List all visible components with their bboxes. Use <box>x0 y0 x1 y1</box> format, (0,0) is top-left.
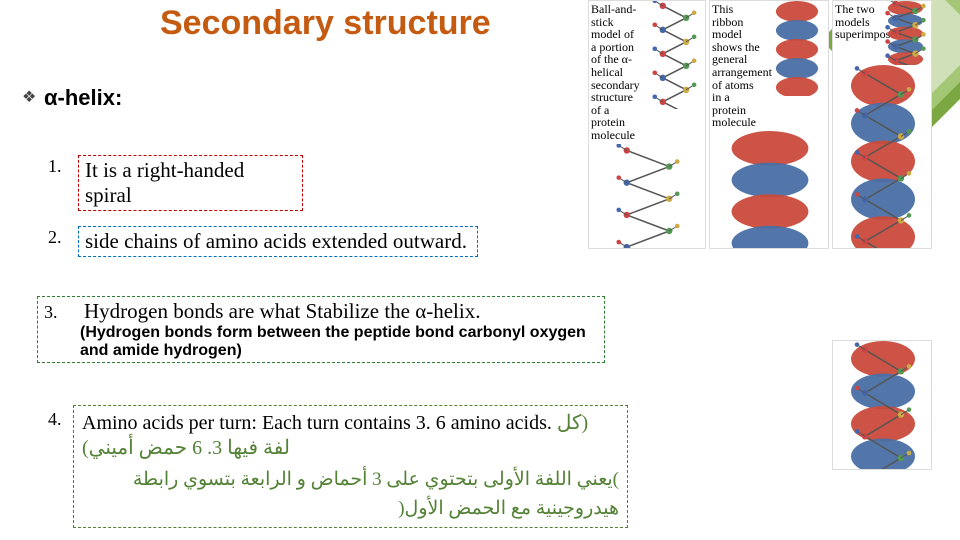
item-number-1: 1. <box>48 156 62 177</box>
bullet-icon: ❖ <box>22 87 36 107</box>
item-4-text-en: Amino acids per turn: Each turn contains… <box>82 412 557 434</box>
item-4-box: Amino acids per turn: Each turn contains… <box>73 405 628 528</box>
item-3-subtext: (Hydrogen bonds form between the peptide… <box>80 324 598 360</box>
image-panel-0: Ball-and-stick model of a portion of the… <box>588 0 706 249</box>
image-panel-3 <box>832 340 932 470</box>
item-4-line1: Amino acids per turn: Each turn contains… <box>82 410 619 460</box>
item-2-box: side chains of amino acids extended outw… <box>78 226 478 257</box>
heading-alpha-helix: α-helix: <box>44 85 122 111</box>
item-4-arabic-line: )يعني اللفة الأولى بتحتوي على 3 أحماض و … <box>82 466 619 523</box>
image-caption: This ribbon model shows the general arra… <box>710 1 764 131</box>
image-panel-1: This ribbon model shows the general arra… <box>709 0 829 249</box>
slide-title: Secondary structure <box>160 4 491 43</box>
image-caption: Ball-and-stick model of a portion of the… <box>589 1 642 144</box>
item-number-3: 3. <box>44 302 80 323</box>
item-number-2: 2. <box>48 227 62 248</box>
image-caption: The two models superimposed <box>833 1 878 65</box>
item-number-4: 4. <box>48 409 62 430</box>
image-panel-2: The two models superimposed <box>832 0 932 249</box>
item-1-box: It is a right-handed spiral <box>78 155 303 211</box>
item-3-text: Hydrogen bonds are what Stabilize the α-… <box>84 299 480 323</box>
item-3-box: 3. Hydrogen bonds are what Stabilize the… <box>37 296 605 363</box>
